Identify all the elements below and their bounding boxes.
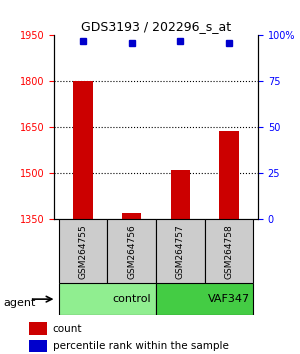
Text: agent: agent (3, 298, 35, 308)
Title: GDS3193 / 202296_s_at: GDS3193 / 202296_s_at (81, 20, 231, 33)
FancyBboxPatch shape (59, 219, 107, 283)
Text: percentile rank within the sample: percentile rank within the sample (53, 341, 229, 351)
Bar (171, 170, 190, 354)
FancyBboxPatch shape (156, 219, 205, 283)
FancyBboxPatch shape (156, 283, 253, 315)
Text: GSM264756: GSM264756 (127, 224, 136, 279)
Bar (74, 81, 93, 354)
Bar (122, 213, 141, 354)
FancyBboxPatch shape (107, 219, 156, 283)
Text: control: control (112, 294, 151, 304)
FancyBboxPatch shape (205, 219, 253, 283)
FancyBboxPatch shape (59, 283, 156, 315)
Text: VAF347: VAF347 (208, 294, 250, 304)
Text: GSM264755: GSM264755 (79, 224, 88, 279)
Text: GSM264757: GSM264757 (176, 224, 185, 279)
Bar (28, 340, 47, 352)
Bar (28, 322, 47, 335)
Text: GSM264758: GSM264758 (224, 224, 233, 279)
Text: count: count (53, 324, 82, 333)
Bar (219, 131, 239, 354)
